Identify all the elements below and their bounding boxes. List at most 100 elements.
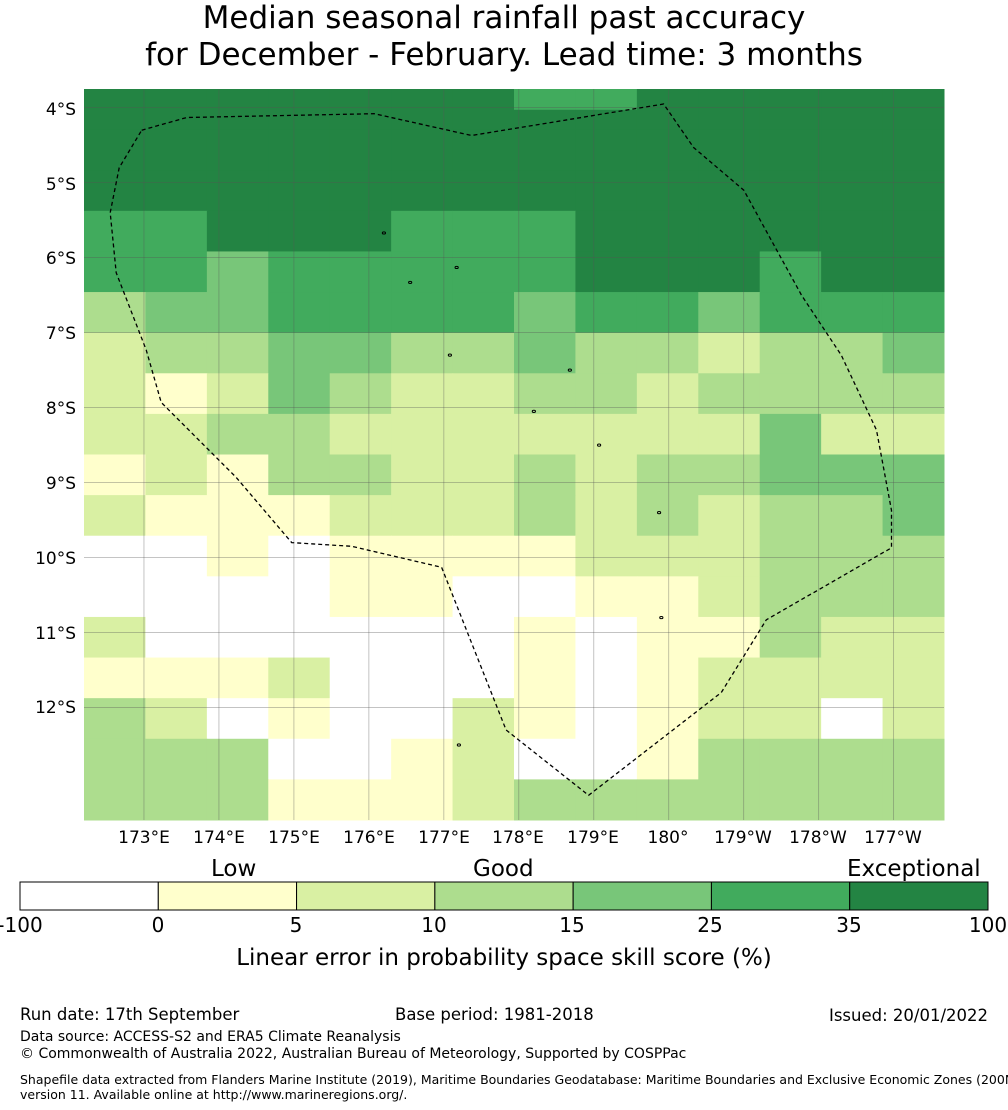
colorbar-bin [849, 881, 989, 911]
grid-cell [391, 779, 454, 821]
grid-cell [391, 170, 454, 212]
grid-cell [452, 210, 515, 252]
grid-cell [636, 616, 699, 659]
grid-cell [452, 89, 515, 131]
grid-cell [206, 332, 269, 374]
grid-cell [329, 251, 392, 293]
lon-tick: 179°W [714, 828, 772, 848]
issued-date: Issued: 20/01/2022 [828, 1006, 988, 1025]
grid-cell [206, 698, 269, 740]
colorbar-bin [157, 881, 298, 911]
grid-cell [698, 657, 761, 699]
grid-cell [575, 373, 638, 415]
grid-cell [514, 332, 576, 374]
grid-cell [514, 109, 576, 131]
grid-cell [84, 292, 146, 334]
grid-cell [759, 210, 822, 252]
grid-cell [206, 779, 269, 821]
grid-cell [882, 495, 945, 537]
grid-cell [452, 779, 515, 821]
colorbar-tick: 35 [836, 913, 862, 937]
grid-cell [391, 332, 454, 374]
grid-cell [759, 576, 822, 618]
grid-cell [575, 779, 638, 821]
grid-cell [206, 495, 269, 537]
lon-tick: 176°E [343, 828, 395, 848]
grid-cell [452, 413, 515, 455]
island-shape [567, 368, 572, 372]
grid-cell [391, 292, 454, 334]
grid-cell [698, 210, 761, 252]
grid-cell [575, 738, 638, 780]
grid-cell [391, 657, 454, 699]
grid-cell [882, 657, 945, 699]
grid-cell [759, 495, 822, 537]
grid-cell [329, 210, 392, 252]
grid-cell [882, 454, 945, 496]
title-line-2: for December - February. Lead time: 3 mo… [145, 37, 863, 73]
grid-cell [268, 698, 331, 740]
grid-cell [452, 251, 515, 293]
grid-cell [575, 170, 638, 212]
grid-cell [329, 373, 392, 415]
colorbar-tick: 10 [421, 913, 447, 937]
grid-cell [698, 373, 761, 415]
grid-cell [759, 738, 822, 780]
grid-cell [821, 129, 884, 171]
grid-cell [329, 89, 392, 131]
lon-tick: 173°E [118, 828, 170, 848]
grid-cell [575, 210, 638, 252]
grid-cell [329, 454, 392, 496]
grid-cell [206, 657, 269, 699]
grid-cell [882, 292, 945, 334]
grid-cell [575, 413, 638, 455]
grid-cell [84, 616, 146, 659]
grid-cell [698, 535, 761, 577]
grid-cell [636, 170, 699, 212]
grid-cell [329, 738, 392, 780]
grid-cell [882, 576, 945, 618]
grid-cell [514, 657, 576, 699]
grid-cell [821, 373, 884, 415]
grid-cell [882, 89, 945, 131]
grid-cell [882, 413, 945, 455]
grid-cell [206, 454, 269, 496]
grid-cell [575, 657, 638, 699]
grid-cell [698, 413, 761, 455]
grid-cell [391, 89, 454, 131]
colorbar-bin [434, 881, 574, 911]
colorbar-tick: -100 [0, 913, 43, 937]
lat-tick: 9°S [45, 474, 76, 494]
grid-cell [698, 738, 761, 780]
grid-cell [575, 616, 638, 659]
grid-cell [821, 210, 884, 252]
grid-cell [514, 698, 576, 740]
grid-cell [514, 495, 576, 537]
grid-cell [206, 89, 269, 131]
grid-cell [206, 210, 269, 252]
grid-cell [329, 495, 392, 537]
grid-cell [636, 454, 699, 496]
category-good: Good [473, 856, 534, 882]
grid-cell [821, 170, 884, 212]
grid-cell [882, 535, 945, 577]
grid-cell [882, 616, 945, 659]
grid-cell [882, 779, 945, 821]
grid-cell [698, 495, 761, 537]
grid-cell [329, 616, 392, 659]
grid-cell [514, 89, 576, 110]
grid-cell [329, 779, 392, 821]
lat-tick: 11°S [35, 624, 76, 644]
grid-cell [391, 576, 454, 618]
island-shape [454, 265, 459, 270]
grid-cell [698, 454, 761, 496]
grid-cell [452, 170, 515, 212]
island-shape [408, 280, 413, 285]
grid-cell [575, 109, 638, 131]
lon-tick: 177°W [864, 828, 922, 848]
grid-cell [698, 616, 761, 659]
grid-cell [452, 738, 515, 780]
grid-cell [821, 292, 884, 334]
graticule [84, 89, 944, 820]
grid-cell [268, 170, 331, 212]
